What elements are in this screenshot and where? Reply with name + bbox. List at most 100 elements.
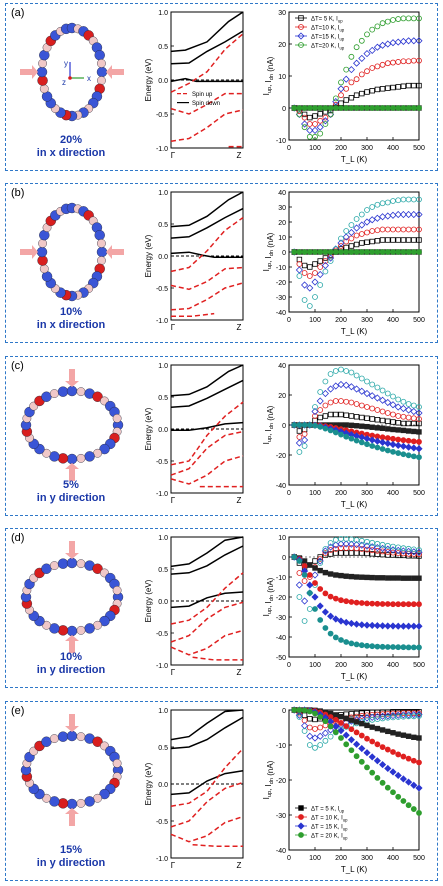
- current-xtick-label: 500: [413, 145, 425, 152]
- data-point: [347, 736, 355, 744]
- data-point: [394, 441, 402, 449]
- data-point: [369, 551, 375, 557]
- data-point: [348, 573, 355, 580]
- data-point: [394, 711, 402, 719]
- data-point: [306, 708, 313, 715]
- data-point: [327, 249, 334, 255]
- compression-arrow: [20, 245, 38, 259]
- band-ytick-label: 0.0: [158, 599, 168, 606]
- data-point: [374, 23, 381, 30]
- current-ytick-label: 0: [282, 106, 286, 113]
- data-point: [332, 368, 339, 374]
- current-ytick-label: -20: [276, 778, 286, 785]
- data-point: [296, 434, 303, 440]
- data-point: [411, 575, 417, 581]
- data-point: [327, 543, 335, 551]
- data-point: [353, 729, 360, 736]
- data-point: [405, 406, 413, 414]
- data-point: [400, 413, 407, 420]
- data-point: [395, 16, 402, 22]
- legend-marker: [298, 805, 304, 811]
- data-point: [338, 366, 344, 373]
- spin-up-band: [170, 216, 244, 273]
- data-point: [358, 439, 365, 446]
- data-point: [322, 550, 329, 556]
- current-xlabel: T_L (K): [341, 865, 368, 874]
- data-point: [395, 427, 401, 433]
- data-point: [379, 226, 386, 233]
- data-point: [374, 63, 381, 70]
- data-point: [374, 709, 381, 716]
- data-point: [390, 730, 396, 736]
- data-point: [394, 210, 402, 219]
- data-point: [379, 396, 387, 404]
- data-point: [399, 404, 407, 413]
- atom: [38, 239, 47, 248]
- data-point: [416, 249, 422, 255]
- data-point: [390, 59, 396, 66]
- data-point: [301, 281, 309, 289]
- data-point: [358, 387, 366, 395]
- data-point: [410, 226, 417, 233]
- data-point: [410, 196, 417, 203]
- data-point: [321, 261, 329, 270]
- data-point: [405, 249, 412, 255]
- data-point: [301, 578, 308, 584]
- series: [291, 226, 422, 279]
- strain-caption: 20% in x direction: [21, 134, 121, 160]
- data-point: [405, 755, 412, 762]
- band-ytick-label: 0.5: [158, 44, 168, 51]
- data-point: [373, 43, 381, 51]
- data-point: [347, 383, 355, 391]
- data-point: [332, 105, 339, 111]
- data-point: [306, 126, 314, 134]
- data-point: [301, 728, 308, 734]
- data-point: [317, 423, 324, 430]
- data-point: [291, 249, 298, 255]
- data-point: [317, 249, 324, 255]
- data-point: [348, 369, 355, 376]
- data-point: [369, 105, 376, 111]
- current-ytick-label: -40: [276, 483, 286, 490]
- data-point: [332, 729, 339, 735]
- panel-b: (b) 10% in x direction 1.0 0.5 0.0 -0.5 -1.0 Ene…: [5, 183, 438, 343]
- data-point: [415, 409, 423, 417]
- data-point: [400, 437, 407, 444]
- current-xtick-label: 100: [309, 317, 321, 324]
- data-point: [416, 644, 422, 651]
- legend-marker: [298, 814, 304, 820]
- data-point: [358, 249, 365, 255]
- data-point: [405, 226, 412, 233]
- atom: [49, 623, 60, 634]
- data-point: [369, 381, 376, 388]
- data-point: [379, 727, 386, 733]
- data-point: [298, 15, 304, 21]
- data-point: [395, 751, 402, 758]
- data-point: [400, 237, 407, 243]
- atom: [112, 413, 122, 423]
- data-point: [358, 402, 365, 409]
- current-xtick-label: 200: [335, 855, 347, 862]
- band-structure-plot: 1.0 0.5 0.0 -0.5 -1.0 Energy (eV) Γ Z: [144, 535, 244, 677]
- data-point: [327, 427, 334, 434]
- data-point: [343, 550, 349, 556]
- data-point: [405, 420, 412, 427]
- data-point: [373, 622, 381, 630]
- atom: [92, 736, 103, 747]
- data-point: [301, 443, 308, 449]
- molecule-ring: [20, 202, 124, 302]
- data-point: [411, 428, 417, 435]
- data-point: [390, 789, 396, 796]
- strain-value: 15%: [59, 844, 83, 856]
- data-point: [384, 390, 391, 397]
- data-point: [395, 420, 401, 426]
- band-ylabel: Energy (eV): [144, 579, 153, 622]
- data-point: [353, 92, 360, 98]
- current-ytick-label: 20: [278, 42, 286, 49]
- data-point: [384, 105, 391, 111]
- data-point: [374, 540, 381, 547]
- spin-up-band: [170, 282, 244, 311]
- strain-caption: 10% in x direction: [21, 306, 121, 332]
- data-point: [411, 237, 417, 243]
- data-point: [395, 226, 402, 233]
